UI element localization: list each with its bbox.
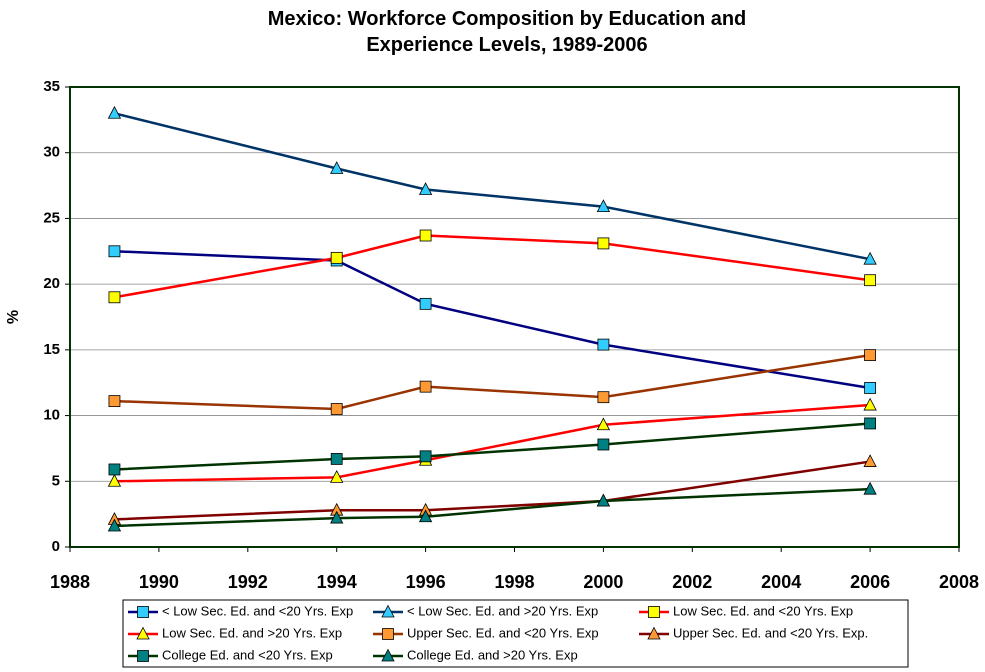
marker [108, 463, 121, 476]
legend-label: < Low Sec. Ed. and >20 Yrs. Exp [407, 603, 598, 618]
legend-marker [136, 626, 150, 640]
x-tick-label: 2004 [761, 572, 801, 592]
legend-label: College Ed. and >20 Yrs. Exp [407, 647, 578, 662]
marker [597, 237, 610, 250]
marker [419, 380, 432, 393]
marker [107, 518, 122, 532]
x-tick-label: 2006 [850, 572, 890, 592]
marker [597, 438, 610, 451]
y-tick-label: 30 [43, 144, 60, 161]
marker [864, 382, 876, 394]
marker [108, 395, 121, 408]
x-tick-label: 2008 [939, 572, 979, 592]
marker [108, 291, 121, 304]
marker [596, 199, 611, 213]
legend-label: Upper Sec. Ed. and <20 Yrs. Exp [407, 625, 599, 640]
series-line [114, 234, 871, 299]
marker [330, 453, 343, 465]
marker [863, 454, 877, 467]
marker [330, 251, 343, 264]
marker [108, 245, 121, 258]
legend-label: College Ed. and <20 Yrs. Exp [162, 647, 333, 662]
marker [596, 493, 611, 507]
marker [597, 391, 610, 404]
legend-label: < Low Sec. Ed. and <20 Yrs. Exp [162, 603, 353, 618]
marker [330, 403, 343, 415]
legend-label: Low Sec. Ed. and <20 Yrs. Exp [673, 603, 853, 618]
legend-label: Low Sec. Ed. and >20 Yrs. Exp [162, 625, 342, 640]
x-tick-label: 1988 [50, 572, 90, 592]
marker [864, 349, 876, 362]
y-tick-label: 25 [43, 209, 60, 226]
legend-marker [381, 648, 395, 662]
y-tick-label: 20 [43, 275, 60, 292]
marker [419, 297, 432, 310]
marker [864, 417, 876, 430]
marker [863, 481, 877, 495]
marker [330, 510, 344, 524]
legend-marker [137, 650, 149, 662]
y-axis-label: % [5, 310, 22, 324]
legend-marker [381, 604, 395, 618]
y-tick-label: 0 [52, 538, 60, 555]
legend-marker [647, 626, 661, 640]
x-tick-label: 2000 [583, 572, 623, 592]
marker [863, 251, 877, 265]
legend-marker [648, 606, 660, 618]
marker [107, 105, 122, 119]
x-tick-label: 1992 [228, 572, 268, 592]
series-line [114, 353, 871, 411]
chart-title: Mexico: Workforce Composition by Educati… [267, 8, 747, 56]
marker [597, 338, 610, 351]
legend-marker [137, 606, 149, 618]
marker [330, 161, 344, 174]
marker [419, 450, 432, 463]
marker [418, 509, 433, 523]
y-tick-label: 5 [52, 472, 60, 489]
legend-box [122, 599, 909, 668]
x-tick-label: 2002 [672, 572, 712, 592]
x-tick-label: 1998 [494, 572, 534, 592]
plot-border [69, 86, 960, 548]
marker [418, 182, 433, 195]
legend-marker [382, 628, 394, 640]
series-line [114, 250, 871, 390]
y-tick-label: 10 [43, 407, 60, 424]
y-tick-label: 15 [43, 341, 60, 358]
marker [864, 274, 876, 287]
y-tick-label: 35 [43, 78, 60, 95]
marker [863, 397, 877, 411]
x-tick-label: 1990 [139, 572, 179, 592]
legend-label: Upper Sec. Ed. and <20 Yrs. Exp. [673, 625, 868, 640]
marker [330, 469, 344, 483]
x-tick-label: 1994 [317, 572, 357, 592]
marker [596, 417, 611, 431]
x-tick-label: 1996 [406, 572, 446, 592]
marker [107, 473, 122, 487]
series-line [114, 403, 871, 483]
marker [419, 229, 432, 242]
